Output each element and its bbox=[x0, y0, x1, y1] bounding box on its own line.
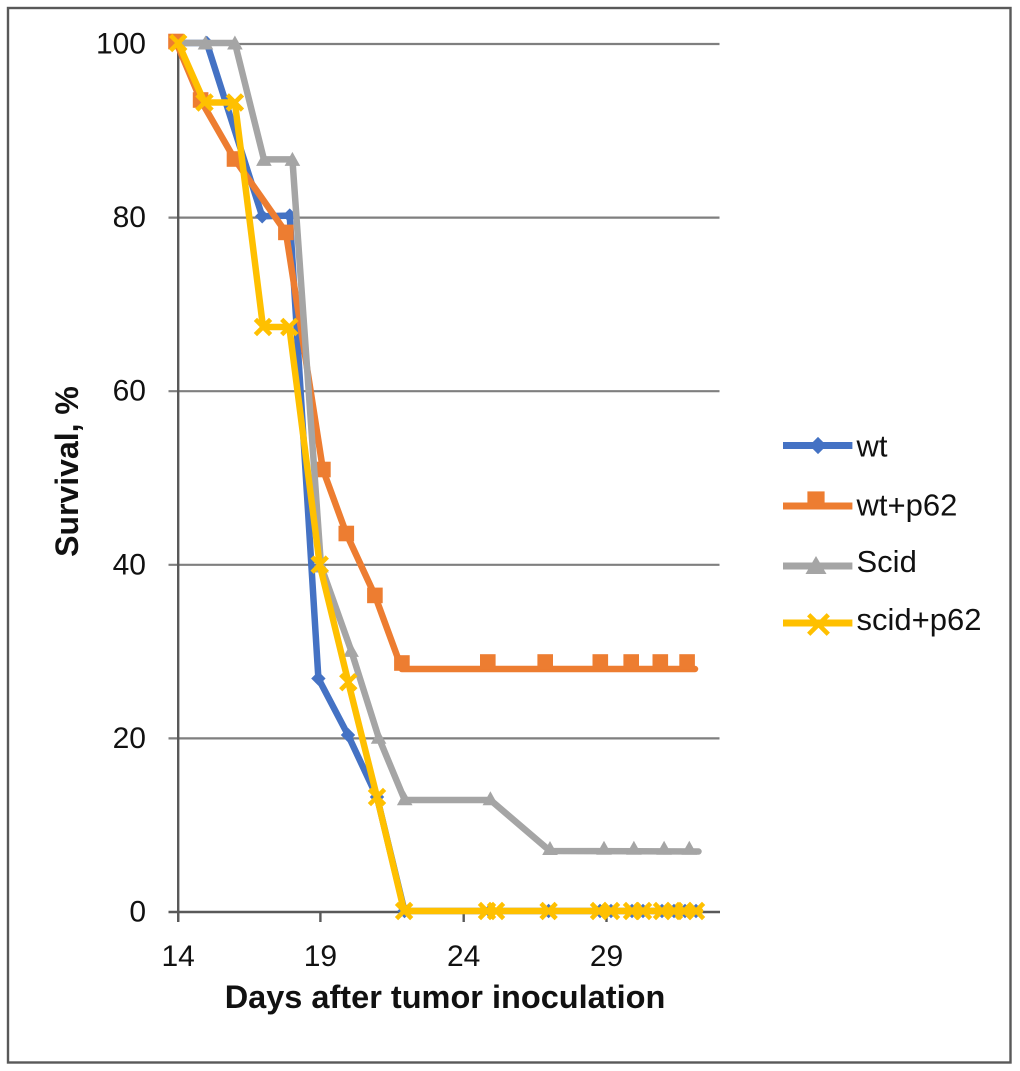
svg-text:0: 0 bbox=[129, 896, 146, 929]
svg-text:wt+p62: wt+p62 bbox=[856, 488, 958, 523]
svg-text:20: 20 bbox=[113, 722, 146, 755]
svg-text:80: 80 bbox=[113, 201, 146, 234]
svg-text:40: 40 bbox=[113, 548, 146, 581]
svg-text:24: 24 bbox=[447, 940, 480, 973]
svg-text:100: 100 bbox=[96, 28, 146, 61]
svg-text:Scid: Scid bbox=[857, 544, 917, 579]
svg-text:wt: wt bbox=[856, 429, 888, 464]
svg-text:19: 19 bbox=[304, 940, 337, 973]
svg-text:60: 60 bbox=[113, 375, 146, 408]
svg-text:Survival, %: Survival, % bbox=[49, 386, 85, 557]
svg-text:14: 14 bbox=[162, 940, 195, 973]
svg-text:29: 29 bbox=[590, 940, 623, 973]
svg-text:Days after tumor inoculation: Days after tumor inoculation bbox=[225, 979, 666, 1015]
svg-text:scid+p62: scid+p62 bbox=[857, 602, 982, 637]
